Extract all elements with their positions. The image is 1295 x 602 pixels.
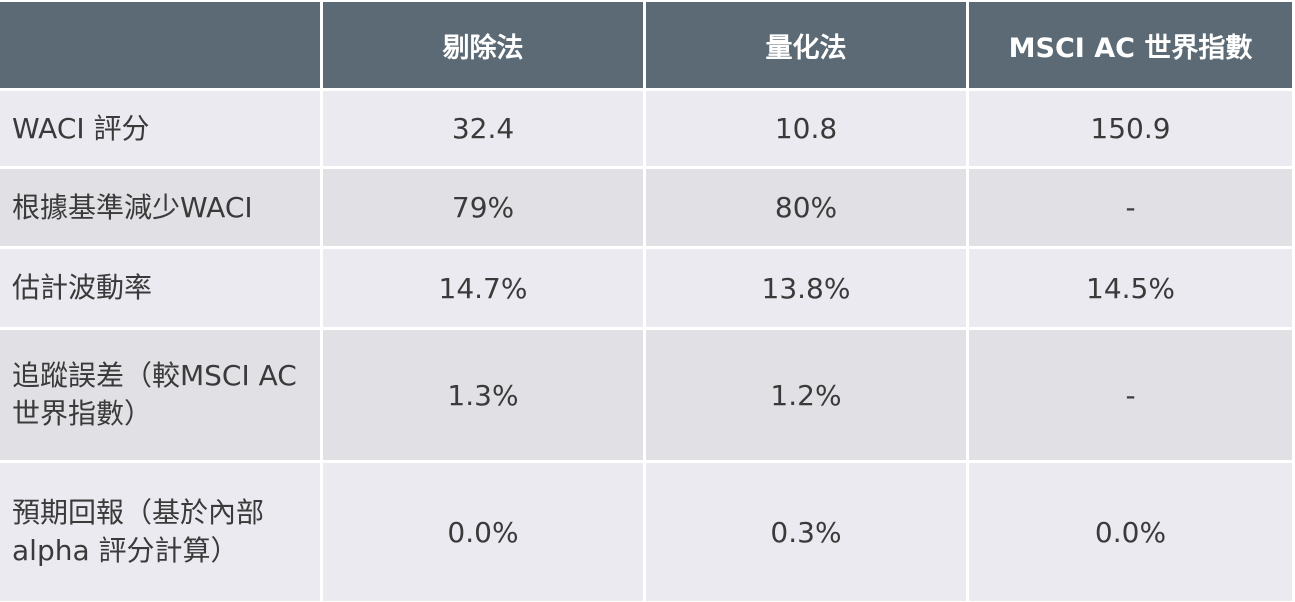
table-cell: 1.3% (323, 330, 643, 460)
column-header: MSCI AC 世界指數 (969, 2, 1292, 88)
table-cell: 13.8% (646, 249, 966, 327)
row-label: 預期回報（基於內部alpha 評分計算） (0, 463, 320, 601)
row-label: 根據基準減少WACI (0, 169, 320, 246)
table-cell: 10.8 (646, 91, 966, 166)
row-label: 估計波動率 (0, 249, 320, 327)
table-cell: 32.4 (323, 91, 643, 166)
row-label: 追蹤誤差（較MSCI AC 世界指數） (0, 330, 320, 460)
column-header: 量化法 (646, 2, 966, 88)
table-cell: 14.7% (323, 249, 643, 327)
table-cell: 0.3% (646, 463, 966, 601)
table-cell: 150.9 (969, 91, 1292, 166)
table-cell: - (969, 169, 1292, 246)
table-cell: 14.5% (969, 249, 1292, 327)
table-cell: 79% (323, 169, 643, 246)
table-cell: 80% (646, 169, 966, 246)
table-cell: 0.0% (323, 463, 643, 601)
table-cell: 0.0% (969, 463, 1292, 601)
header-corner (0, 2, 320, 88)
row-label: WACI 評分 (0, 91, 320, 166)
column-header: 剔除法 (323, 2, 643, 88)
table-cell: 1.2% (646, 330, 966, 460)
table-cell: - (969, 330, 1292, 460)
